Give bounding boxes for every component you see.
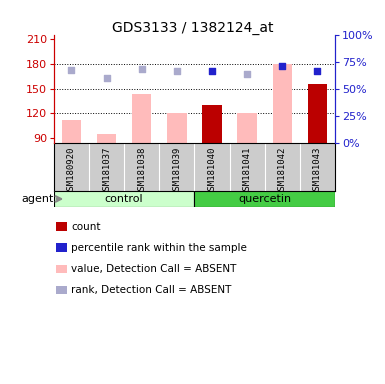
Bar [62, 120, 81, 142]
Bar [273, 64, 292, 142]
Text: value, Detection Call = ABSENT: value, Detection Call = ABSENT [71, 264, 237, 274]
Bar [54, 190, 194, 207]
Point [104, 74, 110, 81]
Text: GDS3133 / 1382124_at: GDS3133 / 1382124_at [112, 21, 273, 35]
Bar [97, 134, 116, 142]
Text: quercetin: quercetin [238, 194, 291, 204]
Bar [167, 113, 186, 142]
Text: agent: agent [22, 194, 54, 204]
Text: percentile rank within the sample: percentile rank within the sample [71, 243, 247, 253]
Point [279, 63, 285, 69]
Text: GSM181037: GSM181037 [102, 146, 111, 195]
Text: control: control [105, 194, 144, 204]
Text: GSM181041: GSM181041 [243, 146, 252, 195]
Text: GSM180920: GSM180920 [67, 146, 76, 195]
Point [314, 68, 320, 74]
Bar [203, 105, 222, 142]
Text: GSM181038: GSM181038 [137, 146, 146, 195]
Text: GSM181039: GSM181039 [172, 146, 181, 195]
Point [174, 68, 180, 74]
Bar [132, 94, 151, 142]
Text: GSM181040: GSM181040 [208, 146, 216, 195]
Point [139, 66, 145, 73]
Point [69, 67, 75, 73]
Text: GSM181042: GSM181042 [278, 146, 287, 195]
Bar [238, 113, 257, 142]
Bar [194, 190, 335, 207]
Bar [308, 84, 327, 142]
Point [244, 71, 250, 77]
Text: count: count [71, 222, 101, 232]
Text: rank, Detection Call = ABSENT: rank, Detection Call = ABSENT [71, 285, 232, 295]
Point [209, 68, 215, 74]
Text: GSM181043: GSM181043 [313, 146, 322, 195]
